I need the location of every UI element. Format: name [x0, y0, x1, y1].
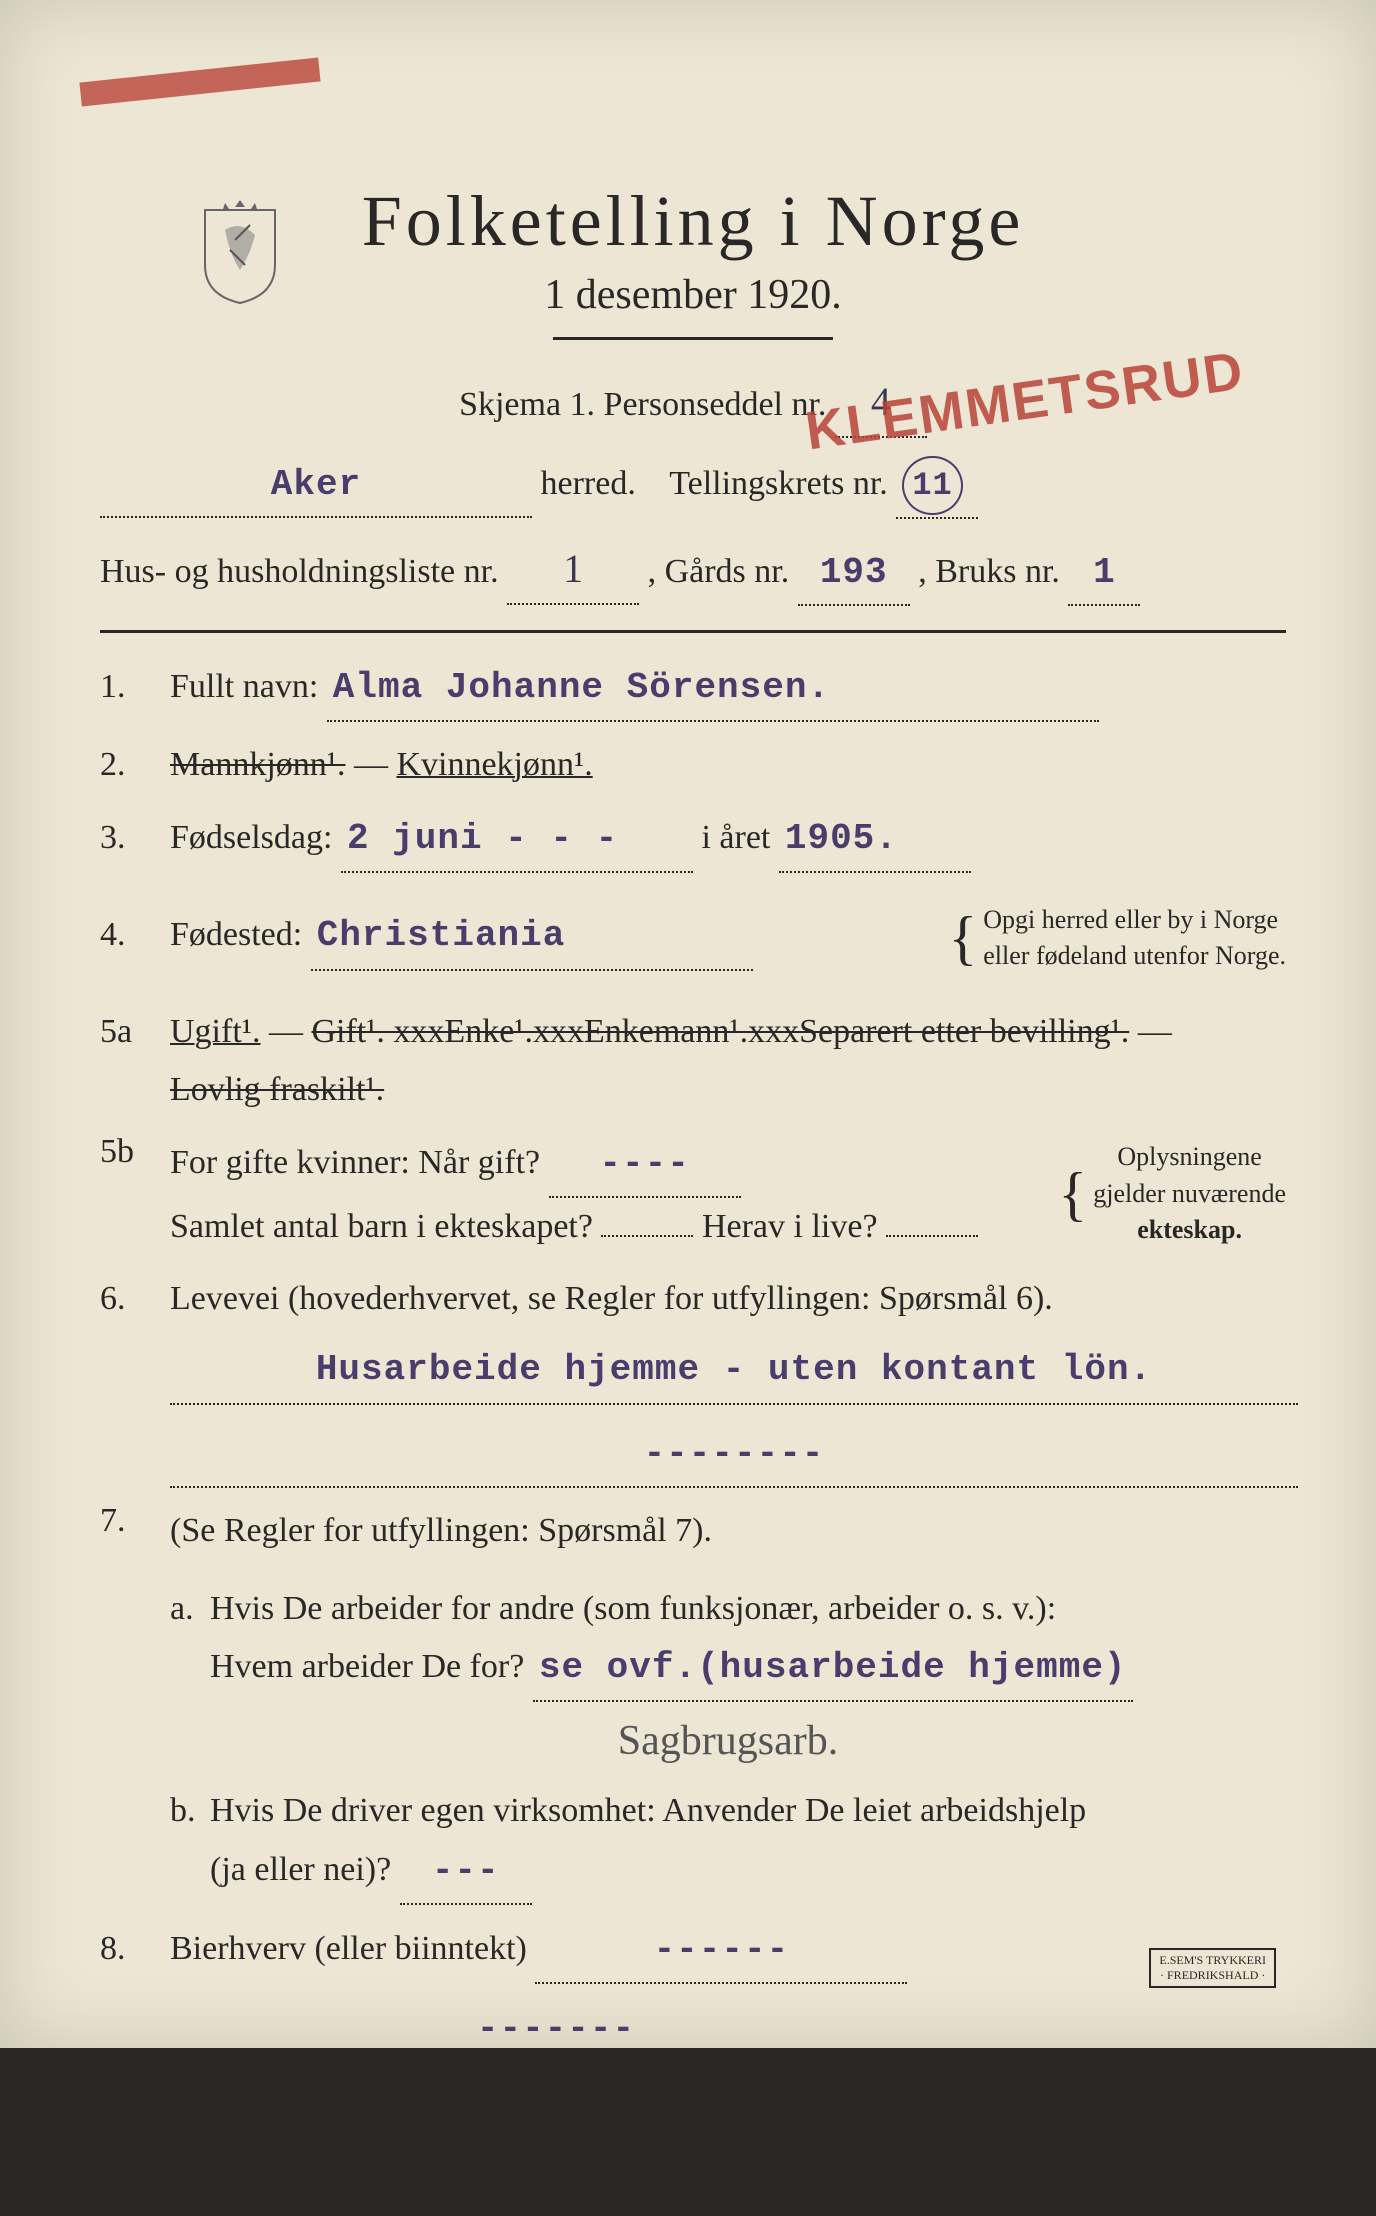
q5b-line1-value: ---- — [549, 1133, 741, 1198]
q5a-dash: — — [269, 1013, 312, 1050]
q2-row: 2. Mannkjønn¹. — Kvinnekjønn¹. — [100, 736, 1286, 794]
q4-num: 4. — [100, 916, 170, 954]
q7b-num: b. — [170, 1782, 210, 1905]
q5b-num: 5b — [100, 1133, 170, 1171]
q1-row: 1. Fullt navn: Alma Johanne Sörensen. — [100, 657, 1286, 722]
q7a-line1: Hvis De arbeider for andre (som funksjon… — [210, 1590, 1056, 1627]
gards-label: , Gårds nr. — [648, 553, 790, 590]
q7-num: 7. — [100, 1502, 170, 1540]
q5b-note3: ekteskap. — [1137, 1215, 1242, 1244]
herred-line: Aker herred. Tellingskrets nr. 11 — [100, 456, 1286, 519]
q5a-dash2: — — [1138, 1013, 1172, 1050]
census-form-page: Folketelling i Norge 1 desember 1920. KL… — [0, 0, 1376, 2048]
q5b-line1-label: For gifte kvinner: Når gift? — [170, 1144, 540, 1181]
q6-dashes: -------- — [170, 1423, 1298, 1488]
q8-row: 8. Bierhverv (eller biinntekt) ------ --… — [100, 1919, 1286, 2063]
q1-value: Alma Johanne Sörensen. — [327, 657, 1099, 722]
q5a-row: 5a Ugift¹. — Gift¹. xxxEnke¹.xxxEnkemann… — [100, 1003, 1286, 1119]
printer-mark: E.SEM'S TRYKKERI · FREDRIKSHALD · — [1149, 1948, 1276, 1988]
separator-2 — [100, 2081, 1286, 2083]
q5b-line2-blank1 — [601, 1233, 693, 1237]
gards-value: 193 — [798, 544, 910, 606]
q5b-line2-blank2 — [886, 1233, 978, 1237]
q3-num: 3. — [100, 819, 170, 857]
q5b-line2-mid: Herav i live? — [702, 1208, 878, 1245]
q6-label: Levevei (hovederhvervet, se Regler for u… — [170, 1280, 1053, 1317]
q4-note1: Opgi herred eller by i Norge — [983, 905, 1278, 934]
footnote-1: Har man ingen biinntekt av nogen betydni… — [170, 2101, 1286, 2149]
q2-value: Kvinnekjønn¹. — [396, 746, 592, 783]
q4-label: Fødested: — [170, 916, 302, 953]
q5b-note1: Oplysningene — [1117, 1142, 1261, 1171]
q2-num: 2. — [100, 746, 170, 784]
bruks-label: , Bruks nr. — [918, 553, 1060, 590]
q5b-note2: gjelder nuværende — [1093, 1179, 1286, 1208]
hus-label: Hus- og husholdningsliste nr. — [100, 553, 499, 590]
separator-3 — [100, 2167, 1286, 2170]
q6-num: 6. — [100, 1280, 170, 1318]
footnote-2-num: 1 — [100, 2190, 111, 2215]
q1-label: Fullt navn: — [170, 668, 318, 705]
q7a-line2-label: Hvem arbeider De for? — [210, 1648, 524, 1685]
q4-row: 4. Fødested: Christiania { Opgi herred e… — [100, 887, 1286, 989]
q8-value: ------ — [535, 1919, 907, 1984]
q4-brace: { — [948, 887, 977, 989]
q3-year-value: 1905. — [779, 808, 971, 873]
q3-label: Fødselsdag: — [170, 819, 332, 856]
q5a-struck1: Gift¹. xxxEnke¹.xxxEnkemann¹.xxxSeparert… — [311, 1013, 1129, 1050]
q5b-brace: { — [1058, 1143, 1087, 1245]
q7b-line2-label: (ja eller nei)? — [210, 1851, 391, 1888]
hus-value: 1 — [507, 537, 639, 605]
herred-value: Aker — [100, 456, 532, 518]
q7a-line2-value: se ovf.(husarbeide hjemme) — [533, 1637, 1133, 1702]
red-stamp-mark — [79, 58, 320, 107]
hus-line: Hus- og husholdningsliste nr. 1 , Gårds … — [100, 537, 1286, 606]
q7a-num: a. — [170, 1580, 210, 1703]
herred-label: herred. — [541, 465, 636, 502]
q2-struck: Mannkjønn¹. — [170, 746, 345, 783]
q7a-cursive: Sagbrugsarb. — [170, 1706, 1286, 1777]
q5b-note: Oplysningene gjelder nuværende ekteskap. — [1093, 1139, 1286, 1248]
q7-row: 7. (Se Regler for utfyllingen: Spørsmål … — [100, 1502, 1286, 1905]
q3-row: 3. Fødselsdag: 2 juni - - - i året 1905. — [100, 808, 1286, 873]
q5a-struck2: Lovlig fraskilt¹. — [170, 1071, 384, 1108]
q4-note: Opgi herred eller by i Norge eller fødel… — [983, 902, 1286, 975]
title-underline — [553, 337, 833, 340]
q4-value: Christiania — [311, 905, 753, 970]
q8-label: Bierhverv (eller biinntekt) — [170, 1930, 527, 1967]
separator-1 — [100, 630, 1286, 633]
q5b-row: 5b For gifte kvinner: Når gift? ---- Sam… — [100, 1133, 1286, 1256]
q7b-line2-value: --- — [400, 1840, 532, 1905]
coat-of-arms — [195, 195, 285, 305]
footnote-2-text: Her kan svares ved tydelig understreknin… — [117, 2190, 722, 2215]
q5b-line2-label1: Samlet antal barn i ekteskapet? — [170, 1208, 593, 1245]
bruks-value: 1 — [1068, 544, 1140, 606]
q5a-value: Ugift¹. — [170, 1013, 260, 1050]
q7-label: (Se Regler for utfyllingen: Spørsmål 7). — [170, 1512, 712, 1549]
skjema-label: Skjema 1. Personseddel nr. — [459, 386, 826, 423]
q3-day-value: 2 juni - - - — [341, 808, 693, 873]
q6-row: 6. Levevei (hovederhvervet, se Regler fo… — [100, 1270, 1286, 1488]
q4-note2: eller fødeland utenfor Norge. — [983, 941, 1286, 970]
location-stamp: KLEMMETSRUD — [802, 340, 1248, 463]
q1-num: 1. — [100, 668, 170, 706]
q5a-num: 5a — [100, 1013, 170, 1051]
q8-dashes: ------- — [350, 1998, 762, 2063]
q2-dash: — — [354, 746, 397, 783]
q3-mid: i året — [701, 819, 770, 856]
q8-num: 8. — [100, 1930, 170, 1968]
krets-value: 11 — [902, 456, 962, 515]
q6-value: Husarbeide hjemme - uten kontant lön. — [170, 1339, 1298, 1404]
footnote-2: 1 Her kan svares ved tydelig understrekn… — [100, 2190, 1286, 2216]
q7b-line1: Hvis De driver egen virksomhet: Anvender… — [210, 1792, 1086, 1829]
krets-label: Tellingskrets nr. — [669, 465, 888, 502]
